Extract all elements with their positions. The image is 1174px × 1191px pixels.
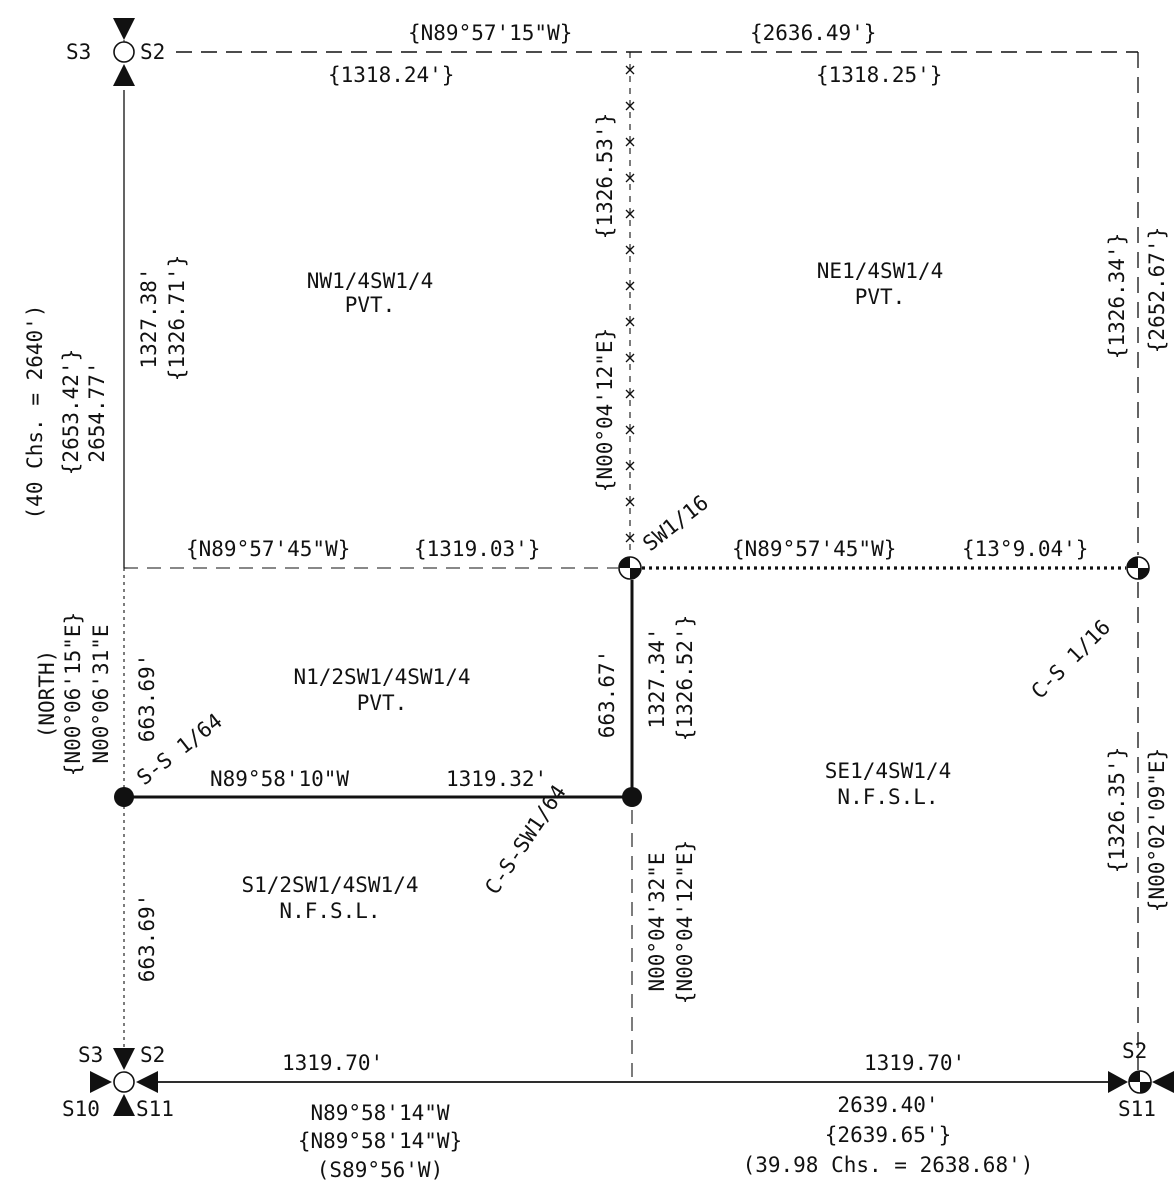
sw16-label: SW1/16 bbox=[638, 490, 713, 556]
parcel-ne-name: NE1/4SW1/4 bbox=[817, 259, 943, 283]
center-upper-record-bearing: {N00°04'12"E} bbox=[593, 328, 617, 492]
sw-corner-label-bottom-right: S11 bbox=[136, 1097, 174, 1121]
fence-x-mark bbox=[625, 461, 635, 471]
nw-corner-label-left: S3 bbox=[66, 40, 91, 64]
south-record-bearing: {N89°58'14"W} bbox=[298, 1129, 462, 1153]
fence-x-mark bbox=[625, 389, 635, 399]
parcel-nw-name: NW1/4SW1/4 bbox=[307, 269, 433, 293]
parcel-se-name: SE1/4SW1/4 bbox=[825, 759, 951, 783]
fence-x-mark bbox=[625, 533, 635, 543]
parcel-s-half-owner: N.F.S.L. bbox=[279, 899, 380, 923]
west-measured-bearing: N00°06'31"E bbox=[89, 624, 113, 763]
north-line-bearing: {N89°57'15"W} bbox=[408, 21, 572, 45]
ss64-corner-monument bbox=[114, 787, 134, 807]
sw-corner-monument bbox=[90, 1048, 158, 1116]
fence-x-mark bbox=[625, 65, 635, 75]
fence-x-mark bbox=[625, 137, 635, 147]
fence-x-mark bbox=[625, 173, 635, 183]
west-upper-measured: 1327.38' bbox=[137, 267, 161, 368]
south-west-distance: 1319.70' bbox=[282, 1051, 383, 1075]
nw-corner-label-right: S2 bbox=[140, 40, 165, 64]
parcel-se-owner: N.F.S.L. bbox=[837, 785, 938, 809]
se-corner-label-bottom: S11 bbox=[1118, 1097, 1156, 1121]
west-basis: (NORTH) bbox=[35, 650, 59, 739]
fence-x-mark bbox=[625, 209, 635, 219]
west-measured-total: 2654.77' bbox=[85, 361, 109, 462]
sw-corner-label-top-left: S3 bbox=[78, 1043, 103, 1067]
cs16-corner-monument bbox=[1126, 556, 1150, 580]
sixteenth-east-bearing: {N89°57'45"W} bbox=[732, 537, 896, 561]
center-upper-record-distance: {1326.53'} bbox=[593, 113, 617, 239]
center-lower-record: {1326.52'} bbox=[673, 615, 697, 741]
center-record-bearing: {N00°04'12"E} bbox=[673, 840, 697, 1004]
east-record-bearing: {N00°02'09"E} bbox=[1145, 748, 1169, 912]
nw-corner-monument bbox=[113, 18, 135, 86]
fence-x-mark bbox=[625, 425, 635, 435]
center-lower-measured: 1327.34' bbox=[645, 627, 669, 728]
parcel-nw-owner: PVT. bbox=[345, 293, 396, 317]
south-east-distance: 1319.70' bbox=[864, 1051, 965, 1075]
fence-x-mark bbox=[625, 101, 635, 111]
fence-x-mark bbox=[625, 245, 635, 255]
cssw64-corner-monument bbox=[622, 787, 642, 807]
se-corner-label-top: S2 bbox=[1122, 1039, 1147, 1063]
sw-corner-label-top-right: S2 bbox=[140, 1043, 165, 1067]
sw16-corner-monument bbox=[618, 556, 642, 580]
south-original-bearing: (S89°56'W) bbox=[317, 1158, 443, 1182]
north-line-total: {2636.49'} bbox=[750, 21, 876, 45]
sw-corner-label-bottom-left: S10 bbox=[62, 1097, 100, 1121]
fence-line bbox=[625, 65, 635, 543]
fence-x-mark bbox=[625, 281, 635, 291]
fence-x-mark bbox=[625, 497, 635, 507]
center-measured-bearing: N00°04'32"E bbox=[645, 852, 669, 991]
cs16-label: C-S 1/16 bbox=[1027, 615, 1115, 703]
west-record-bearing: {N00°06'15"E} bbox=[61, 612, 85, 776]
fence-x-mark bbox=[625, 317, 635, 327]
boundary-lines bbox=[123, 51, 1139, 1083]
sixteenth-east-distance: {13°9.04'} bbox=[962, 537, 1088, 561]
center-segment: 663.67' bbox=[595, 650, 619, 739]
south-measured-total: 2639.40' bbox=[837, 1093, 938, 1117]
east-lower-record: {1326.35'} bbox=[1105, 747, 1129, 873]
sixteenth-west-distance: {1319.03'} bbox=[414, 537, 540, 561]
north-line-west-half: {1318.24'} bbox=[328, 63, 454, 87]
se-corner-monument bbox=[1108, 1070, 1174, 1094]
west-chains: (40 Chs. = 2640') bbox=[23, 305, 47, 520]
parcel-ne-owner: PVT. bbox=[855, 285, 906, 309]
west-record-total: {2653.42'} bbox=[59, 349, 83, 475]
west-segment-upper: 663.69' bbox=[135, 654, 159, 743]
south-chains: (39.98 Chs. = 2638.68') bbox=[743, 1153, 1034, 1177]
parcel-s-half-name: S1/2SW1/4SW1/4 bbox=[241, 873, 418, 897]
west-segment-lower: 663.69' bbox=[135, 894, 159, 983]
south-measured-bearing: N89°58'14"W bbox=[310, 1101, 449, 1125]
sixty-fourth-distance: 1319.32' bbox=[446, 767, 547, 791]
east-record-total: {2652.67'} bbox=[1145, 227, 1169, 353]
fence-x-mark bbox=[625, 353, 635, 363]
parcel-n-half-name: N1/2SW1/4SW1/4 bbox=[293, 665, 470, 689]
east-upper-record: {1326.34'} bbox=[1105, 233, 1129, 359]
west-upper-record: {1326.71'} bbox=[165, 255, 189, 381]
south-record-total: {2639.65'} bbox=[825, 1123, 951, 1147]
sixty-fourth-bearing: N89°58'10"W bbox=[210, 767, 349, 791]
parcel-n-half-owner: PVT. bbox=[357, 691, 408, 715]
sixteenth-west-bearing: {N89°57'45"W} bbox=[186, 537, 350, 561]
north-line-east-half: {1318.25'} bbox=[816, 63, 942, 87]
